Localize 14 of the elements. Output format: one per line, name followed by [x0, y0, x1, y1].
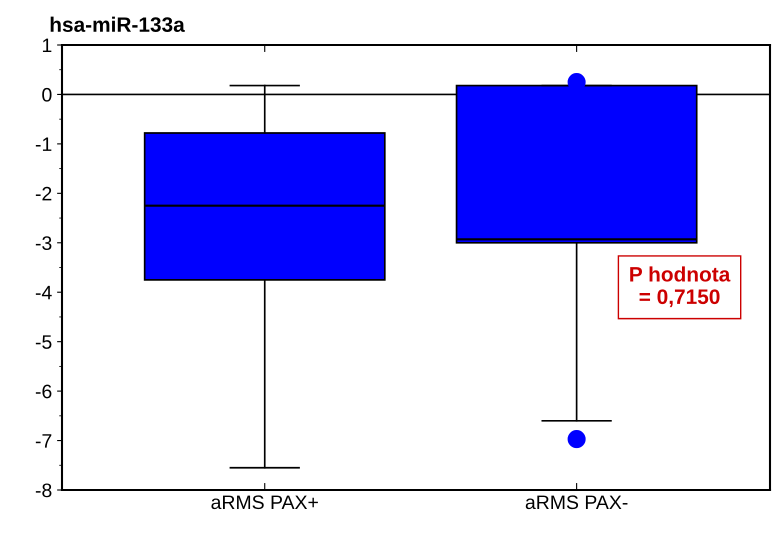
y-tick-label: -5 — [36, 335, 52, 349]
y-tick-label: -3 — [36, 236, 52, 250]
x-tick-label: aRMS PAX+ — [211, 495, 318, 510]
y-tick-label: -8 — [36, 483, 52, 498]
y-tick-label: -2 — [36, 186, 52, 200]
x-tick-label: aRMS PAX- — [526, 495, 628, 510]
y-tick-label: -4 — [36, 286, 52, 300]
annotation: P hodnota = 0,7150 — [630, 266, 730, 308]
y-tick-label: -1 — [36, 138, 52, 151]
y-tick-label: -7 — [36, 434, 52, 448]
y-tick-label: -6 — [36, 384, 52, 398]
y-tick-label: 0 — [42, 88, 52, 102]
y-tick-label: 1 — [42, 38, 52, 52]
chart-title: hsa-miR-133a — [50, 16, 185, 32]
